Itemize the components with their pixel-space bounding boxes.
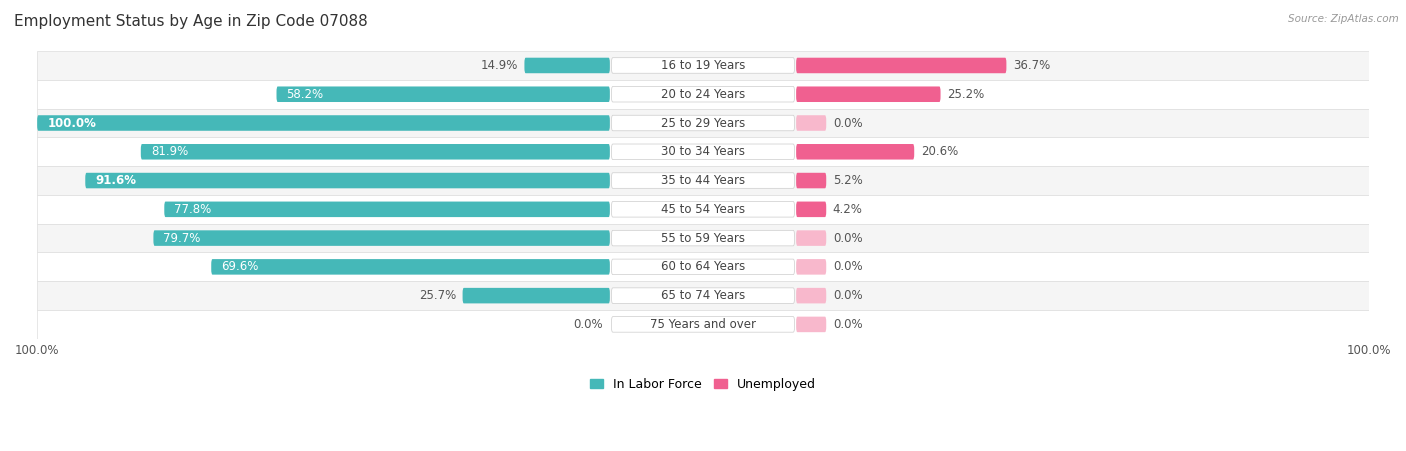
- Text: 0.0%: 0.0%: [832, 289, 862, 302]
- Text: 20 to 24 Years: 20 to 24 Years: [661, 88, 745, 101]
- FancyBboxPatch shape: [612, 173, 794, 189]
- FancyBboxPatch shape: [37, 224, 1369, 253]
- FancyBboxPatch shape: [37, 166, 1369, 195]
- FancyBboxPatch shape: [612, 259, 794, 275]
- Text: 0.0%: 0.0%: [832, 116, 862, 129]
- FancyBboxPatch shape: [612, 58, 794, 73]
- Text: 20.6%: 20.6%: [921, 145, 957, 158]
- FancyBboxPatch shape: [796, 317, 827, 332]
- Text: Source: ZipAtlas.com: Source: ZipAtlas.com: [1288, 14, 1399, 23]
- FancyBboxPatch shape: [153, 230, 610, 246]
- FancyBboxPatch shape: [796, 87, 941, 102]
- Text: 55 to 59 Years: 55 to 59 Years: [661, 232, 745, 244]
- FancyBboxPatch shape: [612, 115, 794, 131]
- FancyBboxPatch shape: [37, 138, 1369, 166]
- Text: 45 to 54 Years: 45 to 54 Years: [661, 203, 745, 216]
- Text: 14.9%: 14.9%: [481, 59, 517, 72]
- Text: 16 to 19 Years: 16 to 19 Years: [661, 59, 745, 72]
- Text: 75 Years and over: 75 Years and over: [650, 318, 756, 331]
- Text: 0.0%: 0.0%: [832, 260, 862, 273]
- FancyBboxPatch shape: [141, 144, 610, 160]
- FancyBboxPatch shape: [796, 115, 827, 131]
- Text: 77.8%: 77.8%: [174, 203, 211, 216]
- FancyBboxPatch shape: [277, 87, 610, 102]
- FancyBboxPatch shape: [37, 109, 1369, 138]
- FancyBboxPatch shape: [37, 310, 1369, 339]
- FancyBboxPatch shape: [86, 173, 610, 189]
- Text: 81.9%: 81.9%: [150, 145, 188, 158]
- Text: 30 to 34 Years: 30 to 34 Years: [661, 145, 745, 158]
- FancyBboxPatch shape: [612, 288, 794, 304]
- Text: 69.6%: 69.6%: [221, 260, 259, 273]
- FancyBboxPatch shape: [796, 144, 914, 160]
- Text: 60 to 64 Years: 60 to 64 Years: [661, 260, 745, 273]
- Text: 100.0%: 100.0%: [48, 116, 96, 129]
- FancyBboxPatch shape: [612, 230, 794, 246]
- FancyBboxPatch shape: [796, 202, 827, 217]
- FancyBboxPatch shape: [37, 281, 1369, 310]
- FancyBboxPatch shape: [37, 51, 1369, 80]
- Text: 0.0%: 0.0%: [832, 232, 862, 244]
- Text: 4.2%: 4.2%: [832, 203, 863, 216]
- Text: 91.6%: 91.6%: [96, 174, 136, 187]
- Text: 0.0%: 0.0%: [574, 318, 603, 331]
- Text: Employment Status by Age in Zip Code 07088: Employment Status by Age in Zip Code 070…: [14, 14, 368, 28]
- FancyBboxPatch shape: [612, 317, 794, 332]
- FancyBboxPatch shape: [211, 259, 610, 275]
- Text: 5.2%: 5.2%: [832, 174, 862, 187]
- Legend: In Labor Force, Unemployed: In Labor Force, Unemployed: [585, 373, 821, 396]
- Text: 0.0%: 0.0%: [832, 318, 862, 331]
- Text: 25.7%: 25.7%: [419, 289, 456, 302]
- FancyBboxPatch shape: [37, 195, 1369, 224]
- Text: 58.2%: 58.2%: [287, 88, 323, 101]
- FancyBboxPatch shape: [796, 173, 827, 189]
- FancyBboxPatch shape: [165, 202, 610, 217]
- FancyBboxPatch shape: [796, 58, 1007, 73]
- FancyBboxPatch shape: [463, 288, 610, 304]
- FancyBboxPatch shape: [796, 230, 827, 246]
- Text: 35 to 44 Years: 35 to 44 Years: [661, 174, 745, 187]
- FancyBboxPatch shape: [796, 259, 827, 275]
- FancyBboxPatch shape: [796, 288, 827, 304]
- Text: 36.7%: 36.7%: [1012, 59, 1050, 72]
- Text: 79.7%: 79.7%: [163, 232, 201, 244]
- Text: 65 to 74 Years: 65 to 74 Years: [661, 289, 745, 302]
- FancyBboxPatch shape: [612, 202, 794, 217]
- FancyBboxPatch shape: [37, 253, 1369, 281]
- Text: 25 to 29 Years: 25 to 29 Years: [661, 116, 745, 129]
- FancyBboxPatch shape: [524, 58, 610, 73]
- FancyBboxPatch shape: [37, 115, 610, 131]
- FancyBboxPatch shape: [612, 144, 794, 160]
- FancyBboxPatch shape: [37, 80, 1369, 109]
- Text: 25.2%: 25.2%: [948, 88, 984, 101]
- FancyBboxPatch shape: [612, 87, 794, 102]
